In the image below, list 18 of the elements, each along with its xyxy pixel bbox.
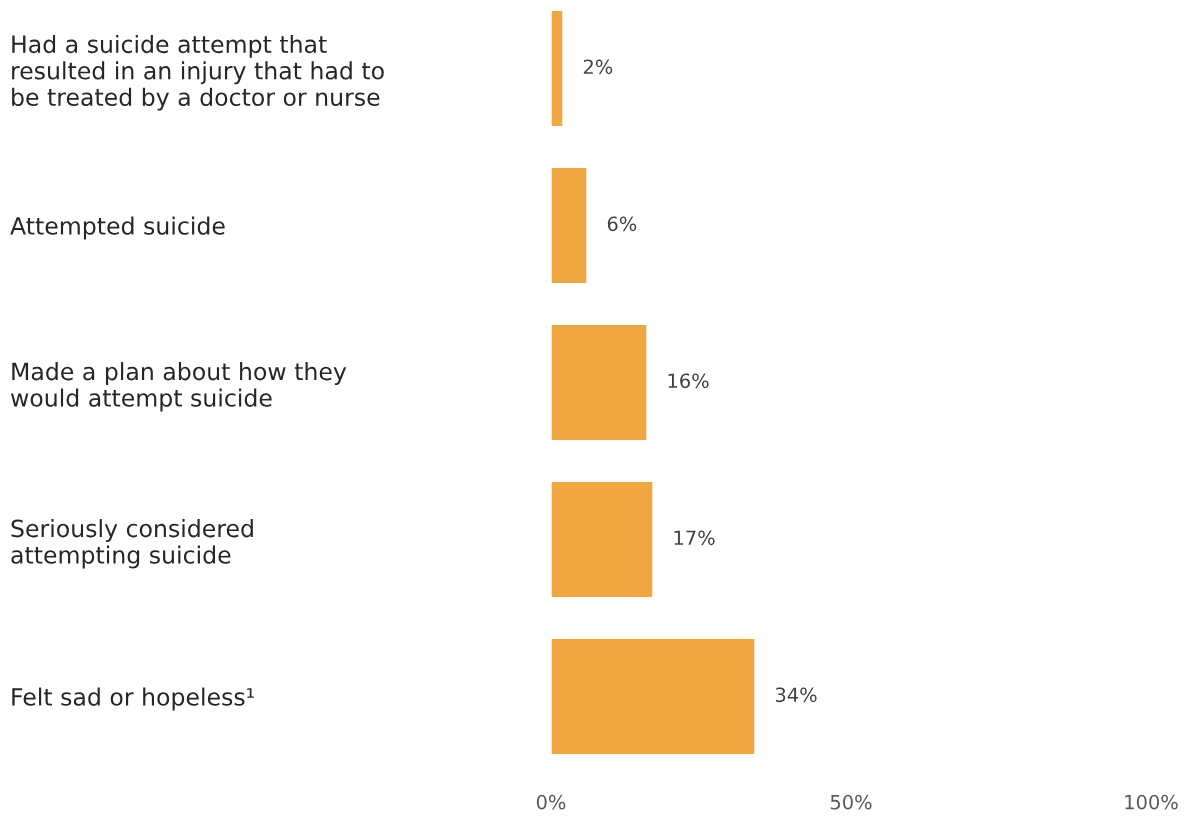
y-tick-label: Attempted suicide — [10, 216, 225, 240]
bar — [551, 323, 648, 442]
bar — [551, 9, 564, 128]
bar — [551, 166, 588, 285]
bar — [551, 480, 654, 599]
data-label: 6% — [607, 216, 637, 232]
data-label: 2% — [583, 59, 613, 75]
data-label: 17% — [674, 530, 715, 546]
x-tick-label: 0% — [536, 794, 566, 810]
y-tick-label: Seriously considered attempting suicide — [11, 519, 253, 569]
data-label: 16% — [668, 373, 709, 389]
x-tick-label: 50% — [830, 794, 872, 810]
y-tick-label: Made a plan about how they would attempt suicide — [10, 362, 347, 412]
data-label: 34% — [775, 687, 817, 703]
bar — [551, 637, 756, 756]
x-tick-label: 100% — [1125, 794, 1178, 810]
y-tick-label: Had a suicide attempt that resulted in an injury that had to be treated by a doctor or nurse — [12, 34, 384, 111]
y-tick-label: Felt sad or hopeless¹ — [12, 687, 254, 711]
